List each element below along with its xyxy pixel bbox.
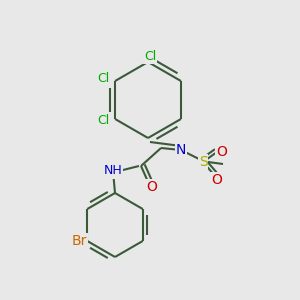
Text: O: O — [217, 145, 227, 159]
Text: Br: Br — [72, 234, 87, 248]
Text: O: O — [212, 173, 222, 187]
Text: Cl: Cl — [97, 73, 109, 85]
Text: N: N — [176, 143, 186, 157]
Text: NH: NH — [103, 164, 122, 178]
Text: O: O — [147, 180, 158, 194]
Text: S: S — [199, 155, 207, 169]
Text: Cl: Cl — [144, 50, 156, 62]
Text: Cl: Cl — [97, 115, 109, 128]
